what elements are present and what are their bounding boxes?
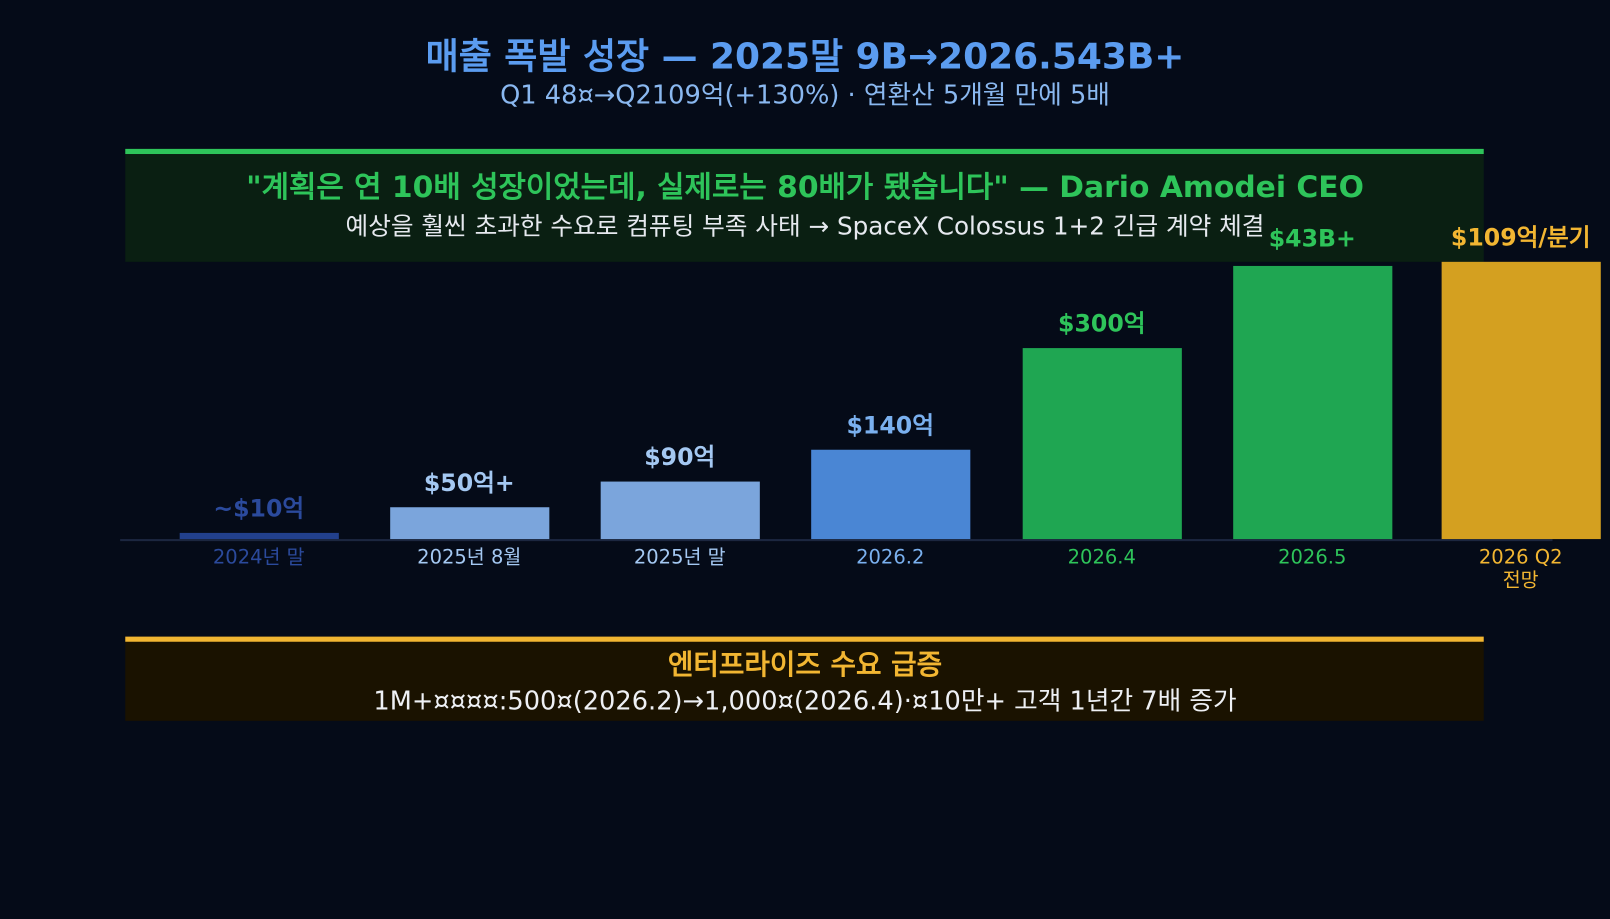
callout-title: 엔터프라이즈 수요 급증 <box>667 649 943 682</box>
value-label: $300억 <box>1058 311 1146 339</box>
title: 매출 폭발 성장 — 2025말 9B→2026.543B+ <box>425 36 1185 78</box>
value-label: $109억/분기 <box>1450 224 1591 252</box>
bar <box>810 450 970 540</box>
baseline <box>120 539 1553 542</box>
bar <box>1441 261 1601 540</box>
value-label: $50억+ <box>423 470 515 498</box>
x-tick-label: 2025년 8월 <box>417 546 522 569</box>
x-tick-label: 2026.4 <box>1067 546 1136 569</box>
x-tick-label: 2024년 말 <box>212 546 305 569</box>
subtitle: Q1 48¤→Q2109억(+130%) · 연환산 5개월 만에 5배 <box>500 80 1110 110</box>
bar <box>600 481 760 540</box>
quote-detail: 예상을 훨씬 초과한 수요로 컴퓨팅 부족 사태 → SpaceX Coloss… <box>345 212 1265 241</box>
x-tick-label: 2025년 말 <box>633 546 726 569</box>
x-tick-label: 2026.2 <box>856 546 925 569</box>
bar <box>179 532 339 540</box>
callout-text: 1M+¤¤¤¤:500¤(2026.2)→1,000¤(2026.4)·¤10만… <box>373 685 1237 716</box>
x-tick-label: 2026.5 <box>1278 546 1347 569</box>
quote: "계획은 연 10배 성장이었는데, 실제로는 80배가 됐습니다" — Dar… <box>246 169 1364 205</box>
value-label: $43B+ <box>1268 225 1356 253</box>
value-label: ~$10억 <box>213 495 305 523</box>
value-label: $90억 <box>644 444 716 472</box>
bar <box>1022 348 1182 540</box>
bar <box>389 507 549 540</box>
callout-box <box>125 636 1484 721</box>
bar <box>1232 265 1392 540</box>
x-tick-label: 2026 Q2 전망 <box>1478 546 1563 592</box>
value-label: $140억 <box>846 413 934 440</box>
quote-box <box>125 148 1484 262</box>
